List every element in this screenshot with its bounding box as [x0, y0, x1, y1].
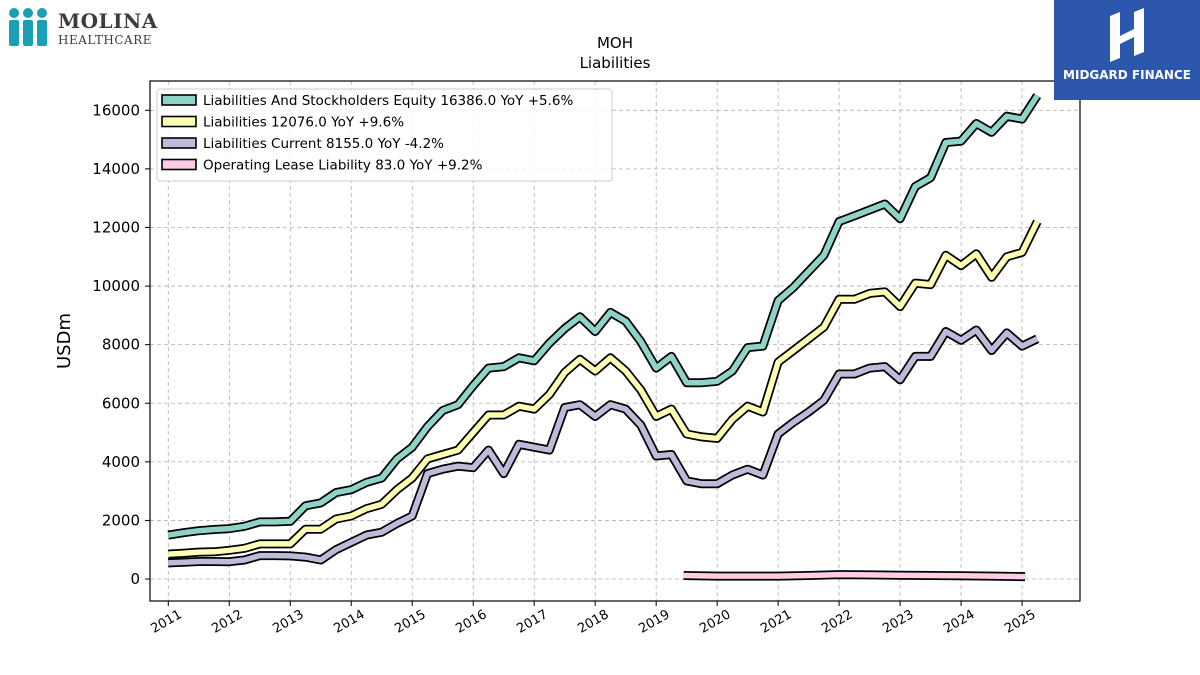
molina-logo: MOLINA HEALTHCARE	[6, 6, 158, 52]
x-tick-label: 2012	[209, 607, 245, 637]
y-tick-label: 0	[130, 570, 140, 588]
legend-label: Liabilities 12076.0 YoY +9.6%	[203, 115, 404, 131]
x-tick-label: 2022	[819, 607, 855, 637]
series-line	[168, 220, 1040, 557]
molina-people-icon	[9, 8, 47, 46]
molina-logo-line1: MOLINA	[58, 9, 158, 33]
plot-area: 0 2000 4000 6000 8000 10000 12000 14000 16000 201…	[92, 80, 1081, 637]
x-tick-label: 2019	[636, 607, 672, 637]
x-tick-label: 2018	[575, 607, 611, 637]
x-tick-label: 2021	[758, 607, 794, 637]
x-tick-label: 2025	[1002, 607, 1038, 637]
chart-subtitle: Liabilities	[580, 54, 651, 72]
x-tick-label: 2014	[331, 607, 367, 637]
legend-swatch	[161, 94, 197, 106]
legend-label: Operating Lease Liability 83.0 YoY +9.2%	[203, 158, 483, 174]
x-tick-label: 2015	[392, 607, 428, 637]
y-tick-label: 4000	[102, 453, 140, 471]
y-tick-label: 10000	[92, 277, 140, 295]
legend-swatch	[161, 137, 197, 149]
legend-label: Liabilities Current 8155.0 YoY -4.2%	[203, 136, 444, 152]
series-line	[683, 571, 1026, 580]
x-tick-label: 2023	[880, 607, 916, 637]
midgard-logo-text: MIDGARD FINANCE	[1063, 68, 1191, 82]
midgard-finance-logo: MIDGARD FINANCE	[1054, 0, 1200, 100]
y-tick-label: 2000	[102, 511, 140, 529]
y-tick-label: 14000	[92, 160, 140, 178]
x-tick-label: 2013	[270, 607, 306, 637]
legend-box	[156, 88, 613, 182]
y-axis-label: USDm	[54, 313, 75, 369]
x-tick-label: 2016	[453, 607, 489, 637]
chart-title: MOH	[597, 34, 633, 52]
molina-logo-line2: HEALTHCARE	[58, 33, 152, 47]
series-line	[167, 94, 1040, 538]
legend-swatch	[161, 115, 197, 128]
y-tick-label: 8000	[102, 336, 140, 354]
y-tick-label: 16000	[92, 101, 140, 119]
legend-label: Liabilities And Stockholders Equity 1638…	[203, 93, 573, 109]
x-tick-label: 2020	[697, 607, 733, 637]
x-tick-label: 2024	[941, 607, 977, 637]
x-tick-label: 2017	[514, 607, 550, 637]
series-line	[168, 327, 1039, 566]
y-tick-label: 6000	[102, 394, 140, 412]
legend-swatch	[161, 158, 197, 171]
plot-frame	[149, 80, 1081, 602]
y-tick-label: 12000	[92, 218, 140, 236]
midgard-emblem-icon	[1110, 8, 1144, 62]
x-tick-label: 2011	[148, 607, 184, 637]
